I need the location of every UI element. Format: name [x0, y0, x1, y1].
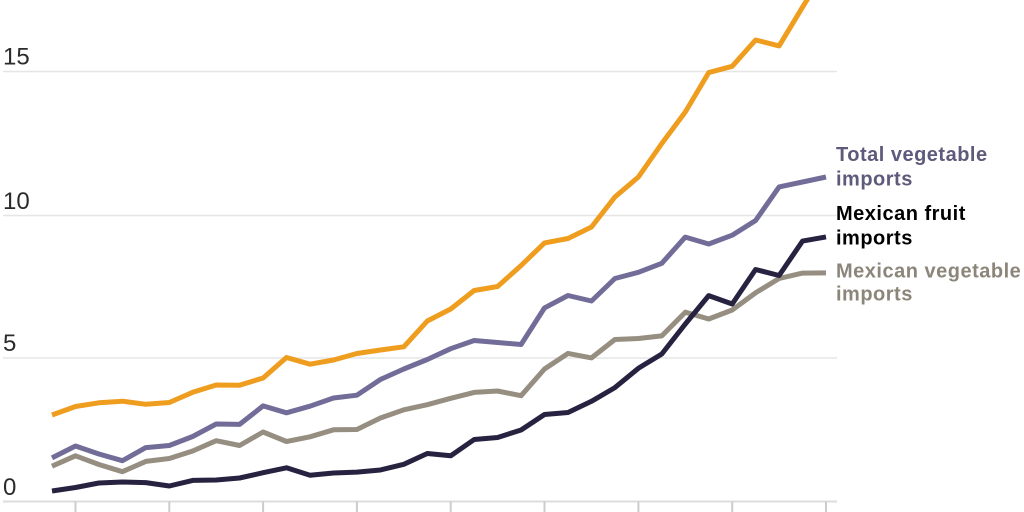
- svg-text:15: 15: [3, 43, 30, 70]
- svg-text:5: 5: [3, 330, 16, 357]
- svg-text:10: 10: [3, 188, 30, 215]
- svg-text:0: 0: [3, 474, 16, 501]
